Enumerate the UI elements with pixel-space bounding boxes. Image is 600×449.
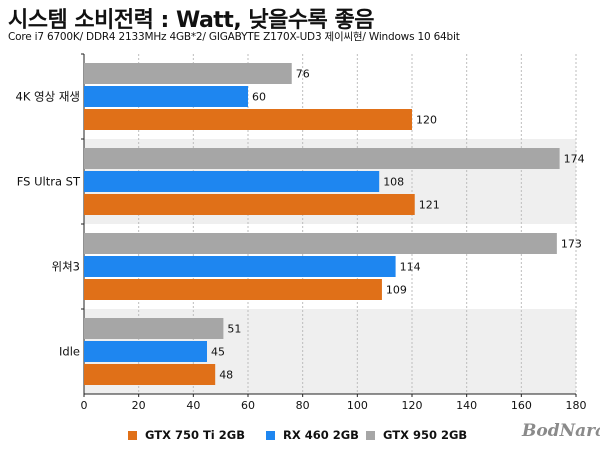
bar	[84, 148, 560, 169]
legend-label: GTX 750 Ti 2GB	[145, 428, 245, 442]
legend-swatch-icon	[128, 430, 137, 440]
data-label: 51	[227, 323, 241, 336]
bodnara-logo: BodNara	[522, 421, 600, 441]
bar	[84, 194, 415, 215]
category-label: Idle	[59, 345, 80, 359]
bar	[84, 318, 224, 339]
data-label: 173	[561, 238, 582, 251]
x-tick-label: 60	[241, 399, 255, 412]
data-label: 114	[400, 261, 421, 274]
x-tick-label: 80	[296, 399, 310, 412]
bar	[84, 256, 396, 277]
bar	[84, 233, 557, 254]
data-label: 120	[416, 114, 437, 127]
bar	[84, 86, 248, 107]
legend-item-gtx750: GTX 750 Ti 2GB	[128, 428, 245, 442]
bar	[84, 63, 292, 84]
x-tick-label: 20	[132, 399, 146, 412]
legend-item-rx460: RX 460 2GB	[266, 428, 359, 442]
legend-label: GTX 950 2GB	[383, 428, 468, 442]
legend-swatch-icon	[366, 430, 375, 440]
data-label: 60	[252, 91, 266, 104]
x-tick-label: 120	[402, 399, 423, 412]
bar	[84, 364, 216, 385]
bar	[84, 171, 380, 192]
data-label: 121	[419, 199, 440, 212]
x-tick-label: 160	[511, 399, 532, 412]
data-label: 174	[564, 153, 585, 166]
data-label: 109	[386, 284, 407, 297]
x-tick-label: 40	[186, 399, 200, 412]
data-label: 45	[211, 346, 225, 359]
x-tick-label: 180	[566, 399, 587, 412]
data-label: 48	[219, 369, 233, 382]
category-label: FS Ultra ST	[17, 175, 81, 189]
chart-subtitle: Core i7 6700K/ DDR4 2133MHz 4GB*2/ GIGAB…	[8, 31, 460, 43]
data-label: 108	[383, 176, 404, 189]
legend-item-gtx950: GTX 950 2GB	[366, 428, 467, 442]
category-label: 위쳐3	[52, 260, 80, 274]
x-tick-label: 100	[347, 399, 368, 412]
category-label: 4K 영상 재생	[16, 90, 81, 104]
chart-title: 시스템 소비전력 : Watt, 낮을수록 좋음	[8, 8, 374, 33]
bar	[84, 109, 412, 130]
bar	[84, 279, 382, 300]
data-label: 76	[296, 68, 310, 81]
legend-swatch-icon	[266, 430, 275, 440]
bar	[84, 341, 207, 362]
chart-legend: GTX 750 Ti 2GB RX 460 2GB GTX 950 2GB	[0, 428, 600, 444]
legend-label: RX 460 2GB	[283, 428, 359, 442]
x-tick-label: 140	[456, 399, 477, 412]
x-tick-label: 0	[81, 399, 88, 412]
